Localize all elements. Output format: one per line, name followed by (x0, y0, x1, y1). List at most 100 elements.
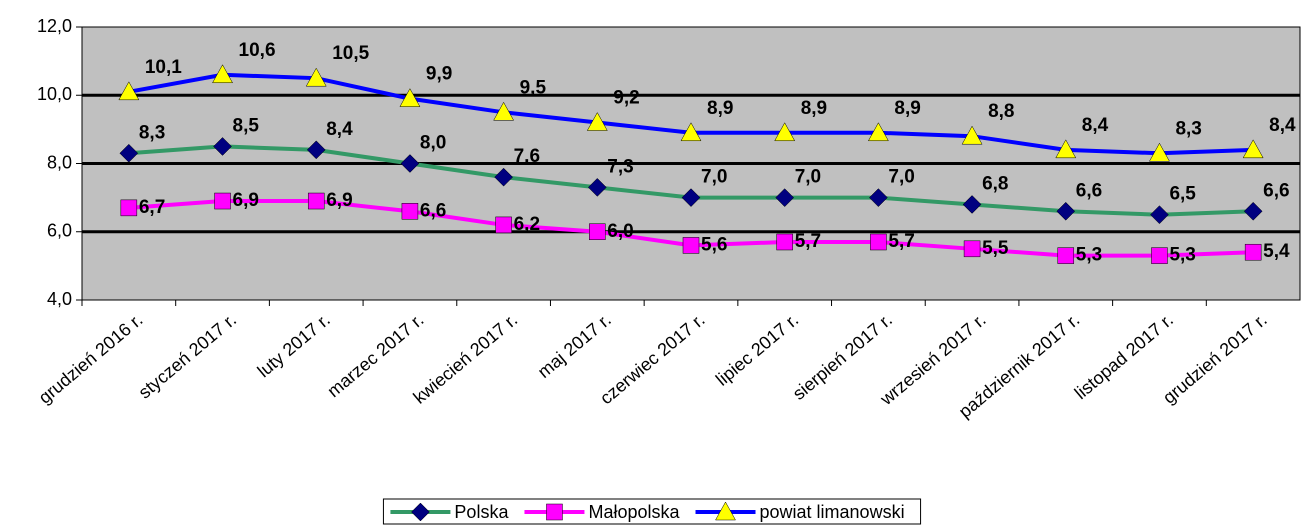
value-label: 5,7 (795, 231, 821, 252)
legend: Polska Małopolska powiat limanowski (382, 498, 922, 525)
value-label: 9,2 (613, 88, 639, 109)
value-label: 10,1 (145, 57, 182, 78)
value-label: 7,0 (795, 167, 821, 188)
legend-box (382, 498, 922, 525)
value-label: 5,7 (888, 231, 914, 252)
value-label: 8,3 (1175, 118, 1201, 139)
x-tick-label: styczeń 2017 r. (135, 309, 241, 402)
marker (495, 216, 512, 234)
marker (118, 81, 140, 101)
value-label: 6,5 (1169, 184, 1196, 205)
y-tick-label: 4,0 (47, 289, 72, 309)
value-label: 5,4 (1263, 241, 1290, 262)
value-label: 7,0 (888, 167, 914, 188)
marker (1244, 243, 1262, 261)
marker (682, 237, 700, 254)
value-label: 5,5 (982, 238, 1009, 259)
legend-item: Małopolska (524, 502, 680, 522)
value-label: 6,6 (1076, 180, 1102, 201)
value-label: 6,9 (326, 190, 352, 211)
marker (1151, 247, 1168, 264)
value-label: 8,4 (1269, 115, 1296, 136)
plot-border (81, 26, 1301, 301)
value-label: 7,0 (701, 167, 727, 188)
marker (399, 88, 421, 107)
marker (1056, 201, 1076, 221)
y-tick-label: 12,0 (37, 16, 72, 36)
marker (307, 192, 325, 210)
x-tick-label: grudzień 2016 r. (35, 309, 147, 407)
marker (962, 195, 982, 214)
x-tick-label: lipiec 2017 r. (712, 309, 802, 389)
x-tick-label: listopad 2017 r. (1071, 309, 1177, 403)
marker (119, 143, 139, 163)
value-label: 5,6 (701, 234, 727, 255)
value-label: 8,9 (894, 98, 920, 119)
marker (774, 122, 796, 142)
marker (715, 501, 736, 521)
marker (587, 178, 607, 197)
marker (776, 233, 793, 251)
marker (870, 233, 887, 251)
legend-label: Polska (454, 502, 509, 522)
marker (1149, 142, 1170, 162)
value-label: 7,3 (607, 156, 633, 177)
value-label: 9,5 (520, 77, 547, 98)
marker (494, 167, 513, 187)
marker (305, 67, 327, 87)
y-tick-label: 10,0 (37, 84, 72, 104)
marker (680, 122, 702, 142)
value-label: 8,9 (801, 98, 827, 119)
value-label: 8,3 (139, 122, 165, 143)
marker (1150, 205, 1169, 225)
marker (1243, 201, 1263, 221)
value-label: 8,9 (707, 98, 733, 119)
value-label: 10,6 (239, 40, 276, 61)
value-label: 8,5 (233, 115, 260, 136)
marker (589, 223, 606, 240)
value-label: 7,6 (514, 146, 540, 167)
marker (213, 137, 232, 156)
x-tick-label: marzec 2017 r. (323, 309, 427, 401)
legend-label: powiat limanowski (760, 502, 905, 522)
legend-item: powiat limanowski (695, 501, 905, 522)
marker (411, 502, 430, 522)
value-label: 10,5 (332, 43, 369, 64)
value-label: 6,6 (1263, 180, 1289, 201)
marker (867, 122, 889, 142)
value-label: 8,4 (1082, 115, 1109, 136)
marker (546, 503, 563, 521)
y-tick-label: 6,0 (47, 221, 72, 241)
marker (961, 125, 983, 145)
marker (586, 112, 608, 131)
value-label: 6,0 (607, 221, 633, 242)
value-label: 6,9 (233, 190, 259, 211)
marker (1057, 247, 1075, 264)
marker (681, 188, 701, 207)
marker (775, 188, 795, 207)
marker (400, 154, 420, 173)
marker (214, 192, 231, 210)
value-label: 8,8 (988, 101, 1014, 122)
value-label: 8,0 (420, 133, 446, 154)
value-label: 8,4 (326, 119, 353, 140)
marker (1242, 139, 1264, 159)
marker (212, 64, 233, 84)
marker (493, 101, 515, 121)
x-tick-label: maj 2017 r. (534, 309, 615, 382)
marker (1055, 139, 1077, 159)
value-label: 6,7 (139, 197, 165, 218)
value-label: 6,8 (982, 173, 1008, 194)
marker (869, 188, 888, 207)
legend-label: Małopolska (588, 502, 680, 522)
value-label: 9,9 (426, 64, 452, 85)
marker (963, 240, 981, 258)
value-label: 6,6 (420, 200, 446, 221)
x-tick-label: luty 2017 r. (254, 309, 334, 381)
marker (306, 140, 326, 160)
marker (120, 199, 138, 217)
y-tick-label: 8,0 (47, 152, 72, 172)
value-label: 6,2 (514, 214, 540, 235)
marker (401, 203, 419, 220)
